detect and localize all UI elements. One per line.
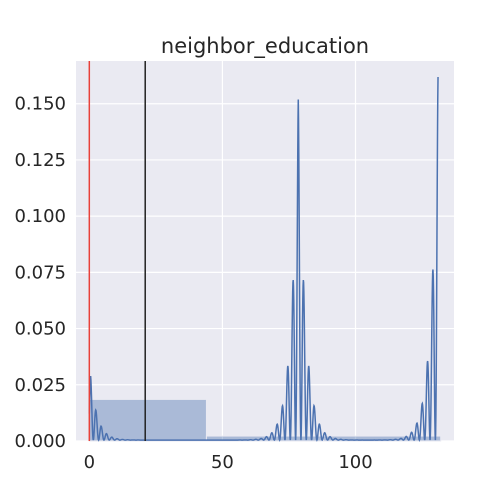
plot-area	[76, 61, 454, 441]
reference-lines	[88, 61, 146, 441]
y-tick-label: 0.150	[14, 94, 66, 115]
y-tick-label: 0.100	[14, 206, 66, 227]
y-tick-label: 0.125	[14, 150, 66, 171]
kde-line	[88, 76, 439, 442]
y-tick-label: 0.075	[14, 262, 66, 283]
y-tick-label: 0.025	[14, 375, 66, 396]
chart-title: neighbor_education	[161, 34, 369, 59]
x-tick-label: 100	[338, 452, 372, 473]
x-axis-ticks: 0 50 100	[84, 452, 373, 473]
x-tick-label: 50	[211, 452, 234, 473]
histogram-bars	[88, 398, 442, 442]
y-axis-ticks: 0.000 0.025 0.050 0.075 0.100 0.125 0.150	[14, 94, 66, 452]
y-tick-label: 0.000	[14, 431, 66, 452]
y-tick-label: 0.050	[14, 319, 66, 340]
x-tick-label: 0	[84, 452, 95, 473]
histogram-bar-0	[88, 398, 207, 442]
